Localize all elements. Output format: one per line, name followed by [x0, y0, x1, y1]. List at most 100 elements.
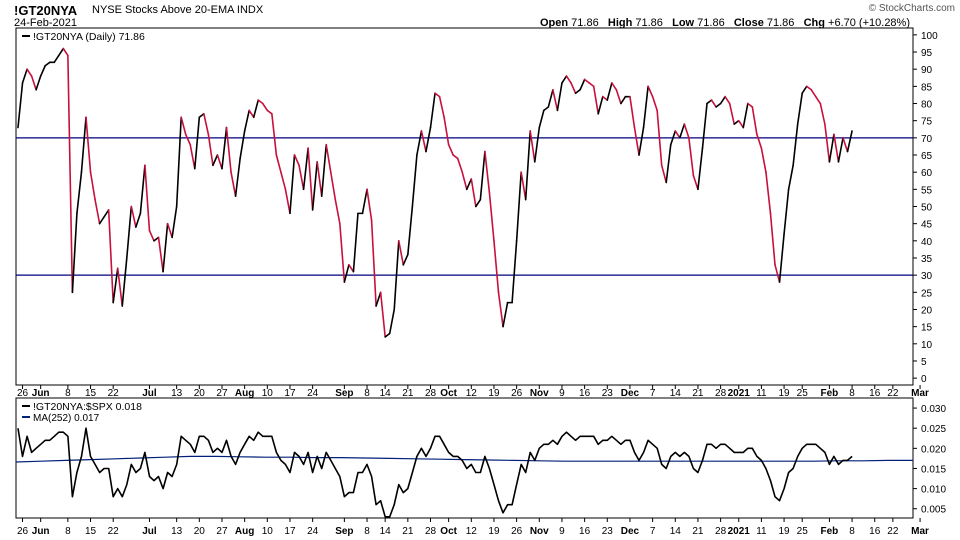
series-segment: [647, 85, 654, 98]
exchange-label: INDX: [236, 4, 264, 16]
series-segment: [493, 240, 500, 294]
x-tick-label: 19: [779, 388, 791, 399]
x-tick-label: 10: [262, 526, 274, 537]
series-segment: [248, 109, 255, 119]
x-tick-label: 12: [466, 388, 478, 399]
series-segment: [302, 147, 309, 191]
series-segment: [674, 130, 681, 139]
series-segment: [443, 116, 450, 146]
ratio-line: [17, 427, 853, 518]
series-segment: [642, 85, 649, 129]
series-segment: [130, 205, 137, 228]
x-tick-label: 20: [194, 526, 206, 537]
series-segment: [76, 171, 83, 215]
series-segment: [311, 161, 318, 211]
x-tick-label: 17: [284, 388, 296, 399]
series-segment: [420, 130, 427, 153]
series-segment: [425, 126, 432, 153]
series-segment: [597, 95, 604, 115]
series-segment: [792, 123, 799, 167]
series-segment: [760, 147, 767, 173]
series-segment: [175, 116, 182, 208]
series-segment: [556, 82, 563, 112]
series-segment: [783, 188, 790, 235]
series-segment: [502, 301, 509, 328]
series-segment: [611, 82, 618, 91]
series-segment: [733, 119, 740, 125]
x-tick-label: 13: [171, 526, 183, 537]
series-segment: [275, 154, 282, 173]
series-segment: [805, 85, 813, 91]
x-tick-label: Dec: [621, 388, 640, 399]
main-y-tick-label: 80: [921, 100, 933, 111]
series-segment: [289, 154, 296, 215]
ratio-y-tick-label: 0.030: [921, 404, 946, 415]
series-segment: [343, 264, 350, 283]
series-segment: [98, 215, 105, 225]
x-tick-label: 11: [756, 526, 767, 537]
x-tick-label: 28: [425, 526, 437, 537]
x-tick-label: Jul: [142, 526, 157, 537]
ratio-y-tick-label: 0.020: [921, 444, 946, 455]
main-y-tick-label: 5: [921, 357, 927, 368]
x-tick-label: 21: [692, 526, 704, 537]
x-tick-label: 26: [511, 526, 523, 537]
x-tick-label: 8: [65, 388, 71, 399]
series-segment: [298, 164, 305, 191]
series-segment: [44, 61, 51, 67]
series-segment: [774, 264, 781, 283]
series-segment: [724, 95, 731, 105]
series-segment: [243, 109, 250, 132]
series-segment: [683, 123, 690, 139]
series-segment: [80, 116, 87, 173]
chg-value: +6.70 (+10.28%): [828, 17, 910, 29]
ma-line: [15, 455, 913, 463]
series-segment: [125, 205, 133, 259]
series-segment: [665, 143, 672, 184]
series-segment: [230, 171, 237, 198]
x-tick-label: 8: [364, 526, 370, 537]
series-segment: [162, 222, 169, 273]
series-segment: [475, 198, 482, 208]
series-segment: [484, 150, 491, 194]
x-tick-label: Dec: [621, 526, 640, 537]
main-y-tick-label: 55: [921, 185, 933, 196]
series-segment: [538, 109, 545, 129]
series-segment: [579, 78, 586, 91]
x-tick-label: Oct: [440, 388, 457, 399]
series-segment: [706, 99, 713, 105]
series-segment: [837, 137, 844, 163]
series-segment: [620, 95, 627, 105]
x-tick-label: 13: [171, 388, 183, 399]
series-segment: [833, 133, 840, 163]
x-tick-label: 27: [216, 388, 228, 399]
series-segment: [17, 82, 24, 129]
x-tick-label: Sep: [335, 388, 353, 399]
x-tick-label: 28: [715, 388, 727, 399]
series-segment: [53, 54, 60, 64]
series-segment: [824, 123, 831, 163]
series-segment: [747, 102, 754, 108]
x-tick-label: 14: [380, 526, 392, 537]
open-label: Open: [539, 17, 569, 29]
ratio-y-tick-label: 0.005: [921, 505, 946, 516]
series-segment: [429, 92, 436, 129]
series-segment: [742, 102, 749, 129]
main-y-tick-label: 95: [921, 48, 933, 59]
series-segment: [479, 150, 486, 201]
x-tick-label: 8: [849, 526, 855, 537]
series-segment: [465, 178, 473, 191]
series-segment: [583, 78, 590, 84]
chart-date: 24-Feb-2021: [14, 17, 77, 29]
series-segment: [184, 133, 192, 146]
x-tick-label: 27: [216, 526, 228, 537]
x-tick-label: 10: [262, 388, 274, 399]
close-label: Close: [733, 17, 764, 29]
x-tick-label: Jun: [32, 526, 50, 537]
series-segment: [361, 188, 368, 215]
x-tick-label: 16: [579, 526, 591, 537]
series-segment: [30, 75, 37, 91]
series-segment: [688, 137, 695, 177]
main-y-tick-label: 45: [921, 220, 933, 231]
x-tick-label: Oct: [440, 526, 457, 537]
